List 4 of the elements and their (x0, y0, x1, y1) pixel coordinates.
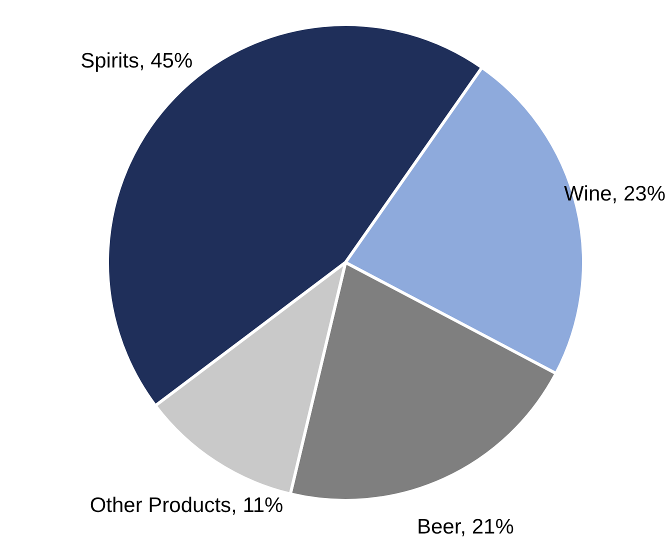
slice-label: Wine, 23% (564, 182, 666, 206)
slice-label: Other Products, 11% (90, 494, 284, 517)
slice-label: Spirits, 45% (80, 49, 193, 72)
slice-label: Beer, 21% (417, 515, 514, 538)
